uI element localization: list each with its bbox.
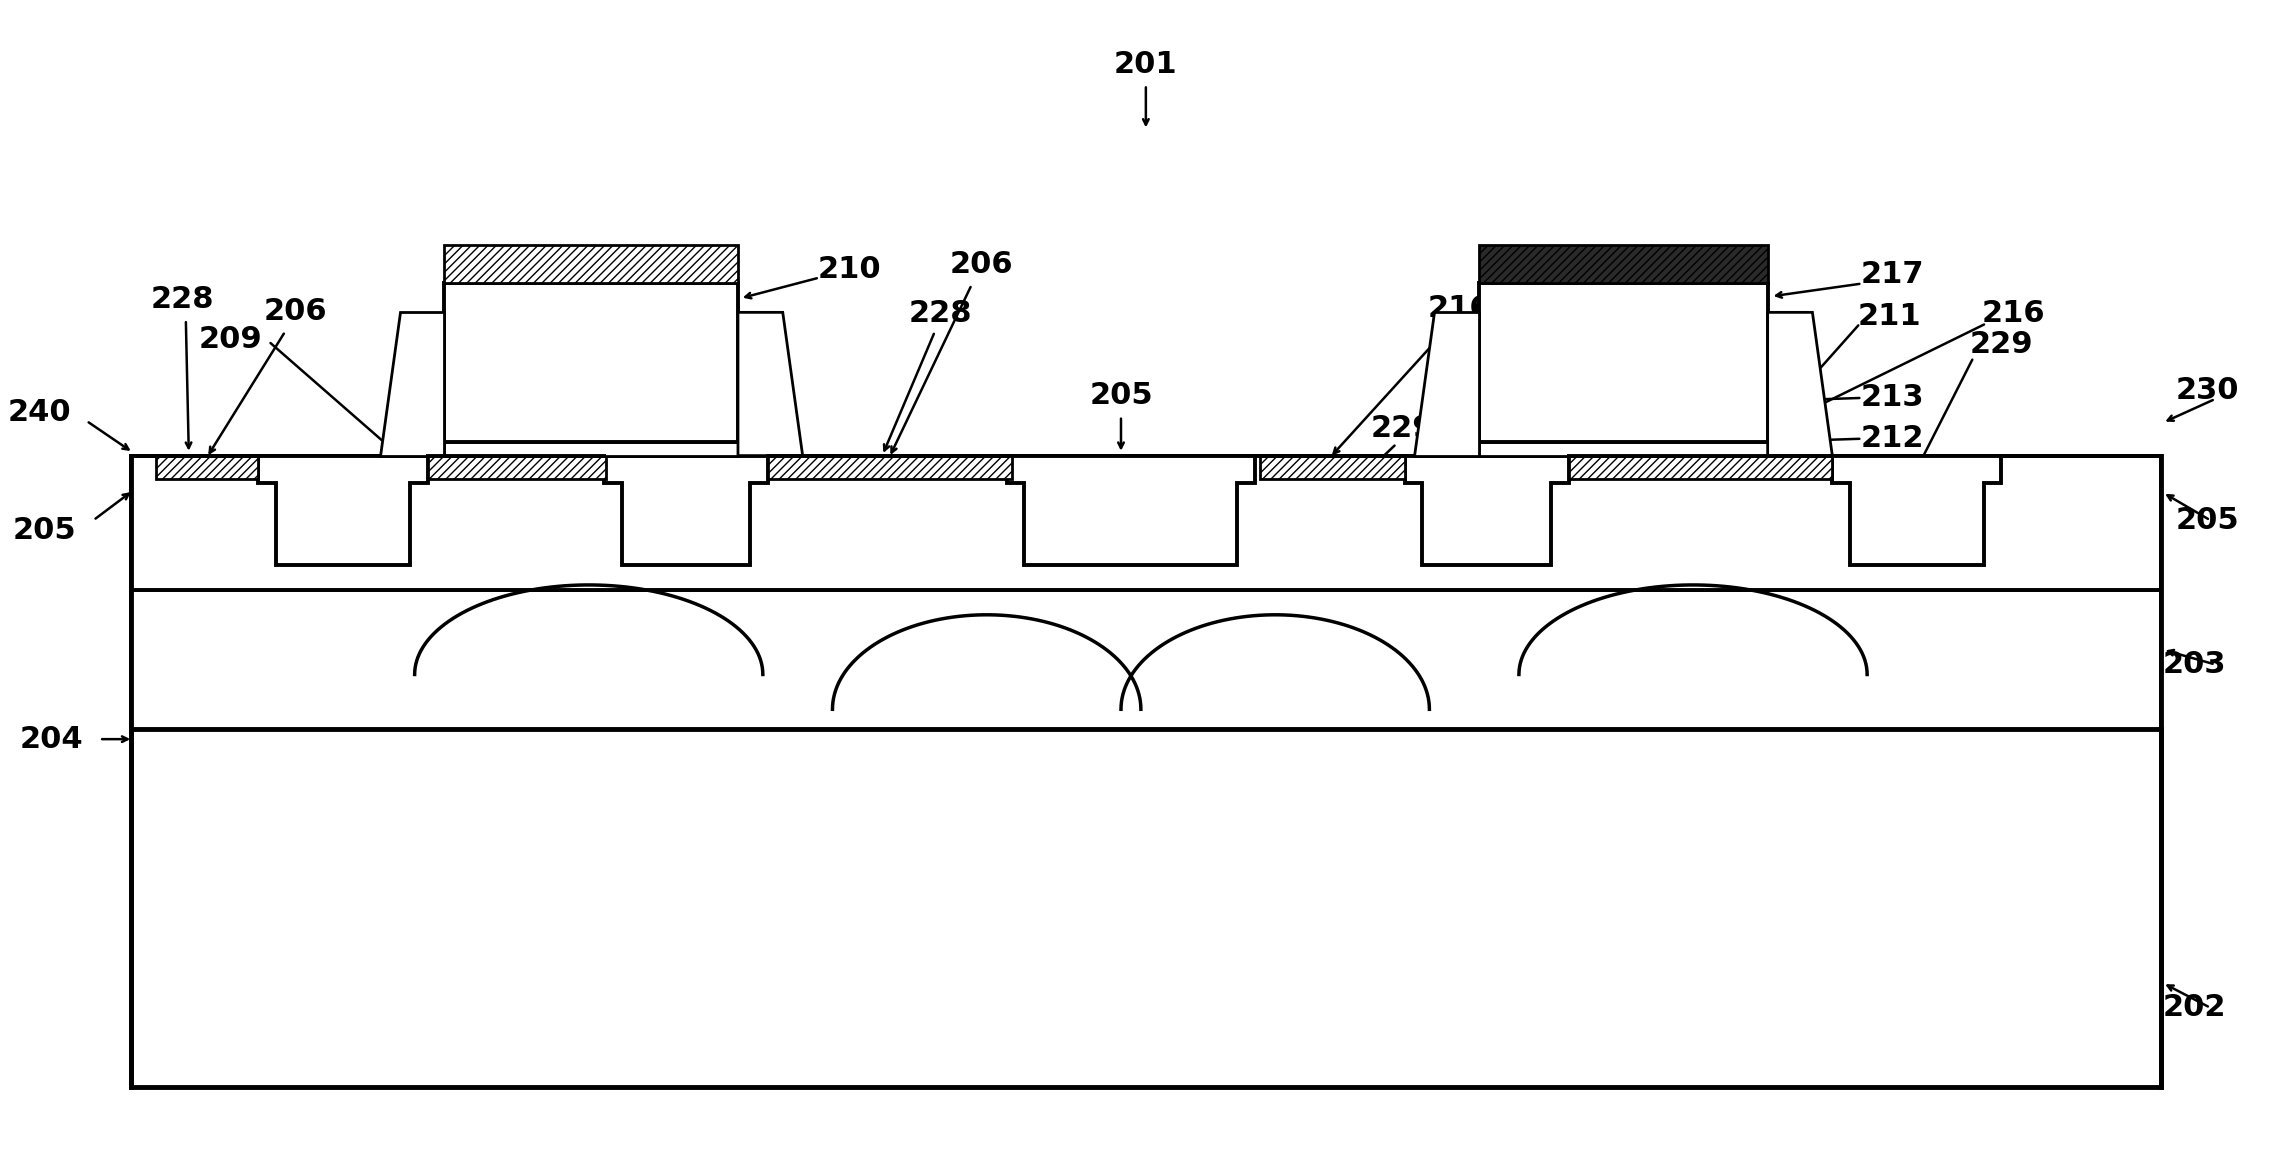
Polygon shape (1833, 456, 2002, 565)
Polygon shape (381, 313, 445, 456)
Bar (1480, 283, 1767, 441)
Text: 228: 228 (907, 299, 971, 327)
Bar (1480, 441, 1767, 456)
Text: 229: 229 (1370, 415, 1434, 444)
Text: 216: 216 (1981, 299, 2045, 327)
Text: 205: 205 (2175, 506, 2239, 534)
Text: 209: 209 (622, 325, 686, 354)
Text: 230: 230 (2175, 377, 2239, 406)
Text: 240: 240 (7, 399, 71, 427)
Text: 228: 228 (150, 285, 214, 314)
Bar (1261, 456, 1404, 479)
Text: 209: 209 (198, 325, 262, 354)
Bar (155, 456, 258, 479)
Bar (445, 283, 739, 441)
Text: 204: 204 (21, 725, 84, 754)
Polygon shape (604, 456, 768, 565)
Text: 229: 229 (1970, 330, 2034, 358)
Text: 205: 205 (14, 516, 78, 545)
Bar (132, 456, 2161, 589)
Bar (1480, 245, 1767, 283)
Bar (429, 456, 606, 479)
Text: 216: 216 (1427, 294, 1491, 323)
Polygon shape (1404, 456, 1569, 565)
Text: 212: 212 (1860, 424, 1924, 453)
Bar (768, 456, 1012, 479)
Text: 208: 208 (657, 399, 720, 427)
Text: 201: 201 (1115, 51, 1179, 79)
Polygon shape (1414, 313, 1480, 456)
Text: 210: 210 (819, 255, 880, 284)
Text: 211: 211 (1436, 326, 1500, 356)
Bar (132, 589, 2161, 730)
Polygon shape (1767, 313, 1833, 456)
Bar (445, 441, 739, 456)
Bar (445, 245, 739, 283)
Bar (1569, 456, 1833, 479)
Polygon shape (1005, 456, 1256, 565)
Polygon shape (258, 456, 429, 565)
Polygon shape (739, 313, 803, 456)
Text: 203: 203 (2164, 650, 2225, 679)
Text: 207: 207 (657, 431, 720, 460)
Text: 213: 213 (1860, 384, 1924, 412)
Text: 206: 206 (951, 250, 1015, 279)
Text: 211: 211 (1858, 302, 1920, 331)
Text: 206: 206 (264, 296, 326, 326)
Text: 217: 217 (1860, 260, 1924, 290)
Text: 205: 205 (1090, 381, 1154, 410)
Bar (132, 730, 2161, 1087)
Text: 202: 202 (2164, 993, 2225, 1023)
